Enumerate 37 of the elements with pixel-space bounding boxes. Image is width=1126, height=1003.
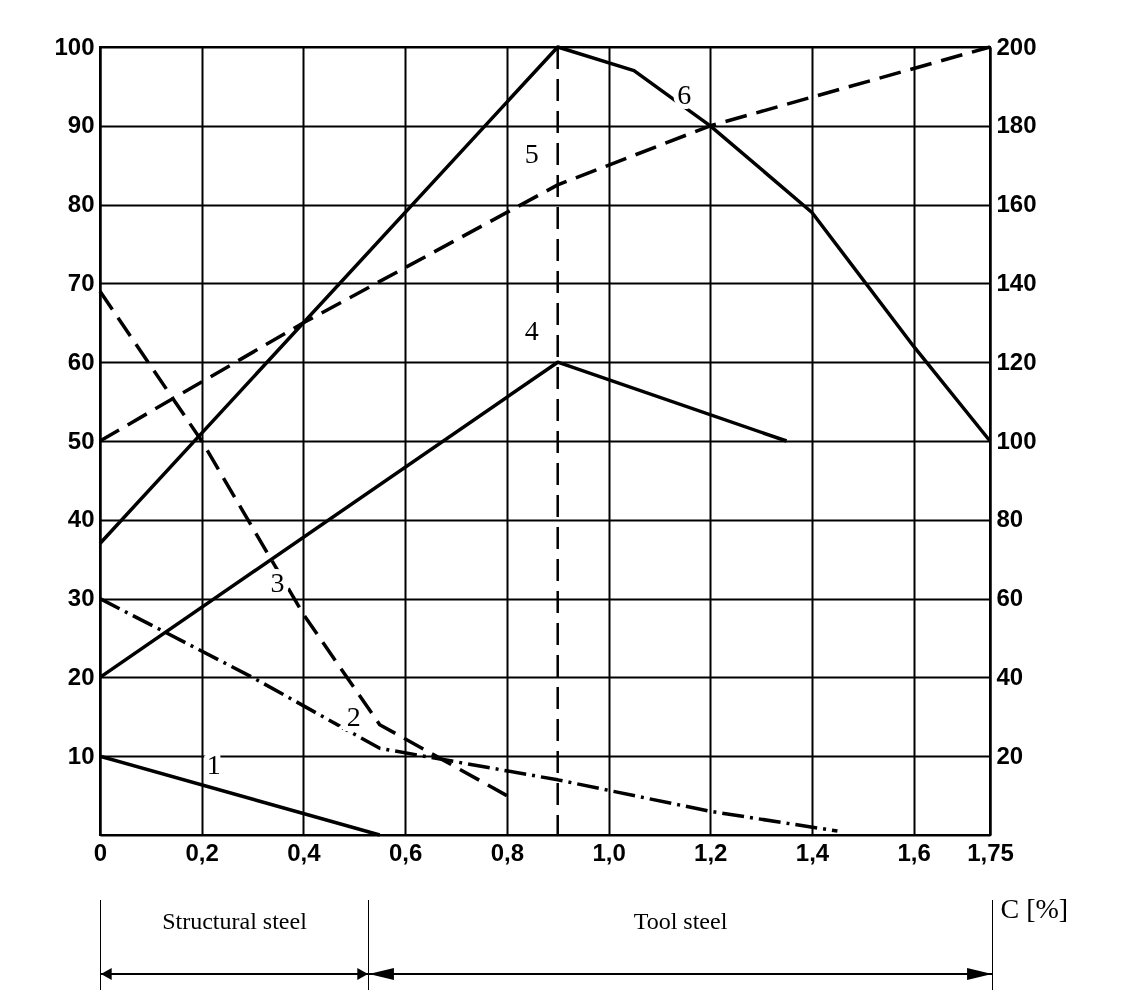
- y-tick-label: 90: [67, 111, 95, 139]
- x-tick-label: 1,2: [694, 838, 728, 866]
- y-tick-label: 80: [67, 190, 95, 218]
- y-tick-label: 10: [67, 741, 95, 769]
- y-tick-label: 50: [67, 426, 95, 454]
- y2-tick-label: 160: [996, 190, 1037, 218]
- text: Tool steel: [632, 907, 729, 935]
- x-axis-title: C [%]: [1000, 892, 1069, 924]
- y2-tick-label: 20: [996, 741, 1024, 769]
- series-label: 6: [677, 78, 692, 110]
- x-tick-label: 0,2: [185, 838, 219, 866]
- x-tick-label: 1,6: [897, 838, 931, 866]
- y-tick-label: 100: [54, 32, 95, 60]
- x-tick-label: 0,6: [388, 838, 423, 866]
- series-label: 1: [206, 748, 221, 780]
- y2-tick-label: 40: [996, 662, 1024, 690]
- y2-tick-label: 60: [996, 584, 1024, 612]
- y2-tick-label: 100: [996, 426, 1037, 454]
- y2-tick-label: 80: [996, 505, 1024, 533]
- x-tick-label: 0,8: [490, 838, 525, 866]
- x-tick-label: 1,75: [967, 838, 1014, 866]
- text: Structural steel: [161, 907, 308, 935]
- y-tick-label: 40: [67, 505, 95, 533]
- y-tick-label: 70: [67, 268, 95, 296]
- series-label: 4: [524, 315, 539, 347]
- y2-tick-label: 120: [996, 347, 1037, 375]
- y2-tick-label: 140: [996, 268, 1037, 296]
- y-tick-label: 60: [67, 347, 95, 375]
- x-tick-label: 0,4: [287, 838, 322, 866]
- series-label: 5: [524, 137, 539, 169]
- y-tick-label: 30: [67, 584, 95, 612]
- x-tick-label: 1,4: [795, 838, 830, 866]
- x-tick-label: 0: [93, 838, 108, 866]
- y2-tick-label: 180: [996, 111, 1037, 139]
- y2-tick-label: 200: [996, 32, 1037, 60]
- x-tick-label: 1,0: [592, 838, 626, 866]
- y-tick-label: 20: [67, 662, 95, 690]
